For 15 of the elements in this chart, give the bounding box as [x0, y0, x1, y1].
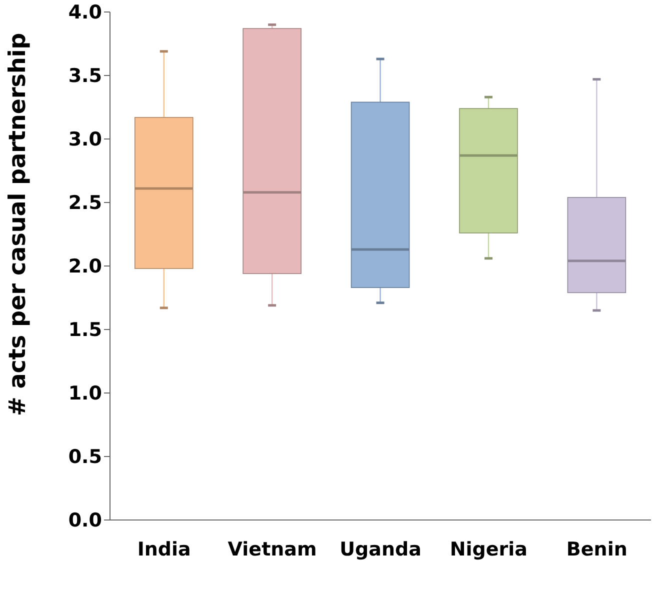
x-tick-label: Uganda: [340, 538, 422, 560]
x-tick-label: India: [137, 538, 191, 560]
y-tick-label: 1.0: [68, 382, 102, 405]
y-tick-label: 2.5: [68, 192, 102, 214]
y-axis-title: # acts per casual partnership: [5, 32, 32, 416]
x-tick-label: Nigeria: [450, 538, 528, 560]
x-tick-label: Vietnam: [228, 538, 317, 560]
y-tick-label: 1.5: [68, 319, 102, 342]
y-tick-label: 0.5: [68, 446, 102, 468]
y-tick-label: 3.5: [68, 65, 102, 88]
y-tick-label: 3.0: [68, 128, 102, 151]
y-tick-label: 2.0: [68, 256, 102, 278]
y-tick-label: 0.0: [68, 510, 102, 532]
y-tick-label: 4.0: [68, 2, 102, 24]
x-tick-label: Benin: [566, 538, 628, 560]
